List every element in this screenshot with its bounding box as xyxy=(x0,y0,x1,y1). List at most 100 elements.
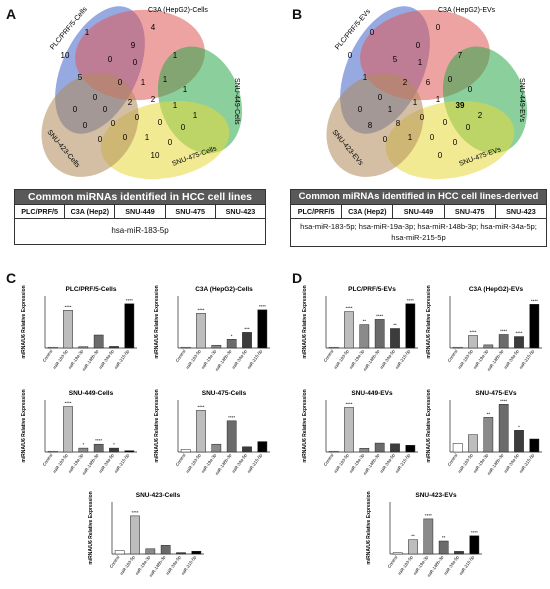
significance-label: **** xyxy=(515,331,522,336)
bar-chart: C3A (HepG2)-EVs miRNA/U6 Relative Express… xyxy=(426,285,542,372)
x-tick-label: miR-215-5p xyxy=(246,452,263,474)
venn-region-count: 0 xyxy=(443,118,448,127)
table-header-row: PLC/PRF/5 C3A (Hep2) SNU-449 SNU-475 SNU… xyxy=(15,204,265,219)
chart-bar xyxy=(452,443,463,453)
panel-letter-b: B xyxy=(292,6,303,22)
panel-letter-d: D xyxy=(292,270,303,286)
significance-label: ** xyxy=(442,535,446,540)
venn-region-count: 0 xyxy=(118,78,123,87)
x-tick-label: Control xyxy=(322,453,334,467)
bar-chart: SNU-423-Cells miRNA/U6 Relative Expressio… xyxy=(88,491,204,578)
chart-title: C3A (HepG2)-Cells xyxy=(195,286,253,293)
chart-bar xyxy=(211,344,222,349)
chart-bar xyxy=(124,303,135,349)
significance-label: * xyxy=(518,424,520,429)
significance-label: * xyxy=(113,442,115,447)
chart-bar xyxy=(93,443,104,453)
chart-bar xyxy=(514,336,524,349)
chart-bar xyxy=(114,550,125,555)
chart-bar xyxy=(514,430,524,453)
bar-chart: PLC/PRF/5-Cells miRNA/U6 Relative Express… xyxy=(21,285,137,372)
chart-bar xyxy=(468,335,478,349)
table-body-line: hsa-miR-215-5p xyxy=(391,233,446,242)
x-tick-label: Control xyxy=(386,555,398,569)
x-tick-label: miR-215-5p xyxy=(394,452,411,474)
bar-chart: SNU-449-EVs miRNA/U6 Relative Expression C… xyxy=(302,389,418,476)
chart-bar xyxy=(93,334,104,349)
venn-region-count: 0 xyxy=(158,118,163,127)
column-header: C3A (Hep2) xyxy=(342,205,394,218)
x-tick-label: miR-215-5p xyxy=(518,452,535,474)
chart-bar xyxy=(124,450,135,453)
y-axis-label: miRNA/U6 Relative Expression xyxy=(426,389,432,462)
chart-bar xyxy=(408,539,418,555)
chart-bar xyxy=(529,304,540,349)
x-tick-label: miR-215-5p xyxy=(113,348,130,370)
chart-bar xyxy=(242,332,252,349)
venn-region-count: 6 xyxy=(426,78,431,87)
venn-region-count: 1 xyxy=(408,133,413,142)
venn-region-count: 0 xyxy=(453,138,458,147)
venn-label-snu449: SNU-449-Cells xyxy=(233,78,240,125)
x-tick-label: Control xyxy=(174,453,186,467)
chart-bar xyxy=(405,303,416,349)
venn-region-count: 0 xyxy=(181,123,186,132)
bar-chart: PLC/PRF/5-EVs miRNA/U6 Relative Expressio… xyxy=(302,285,418,372)
y-axis-label: miRNA/U6 Relative Expression xyxy=(302,285,308,358)
venn-region-count: 0 xyxy=(370,28,375,37)
significance-label: * xyxy=(231,333,233,338)
column-header: SNU-449 xyxy=(115,205,166,218)
significance-label: **** xyxy=(500,328,507,333)
venn-region-count: 2 xyxy=(403,78,408,87)
venn-region-count: 0 xyxy=(73,105,78,114)
significance-label: **** xyxy=(228,415,235,420)
chart-title: PLC/PRF/5-EVs xyxy=(348,286,396,293)
venn-region-count: 1 xyxy=(418,58,423,67)
significance-label: **** xyxy=(425,513,432,518)
table-title: Common miRNAs identified in HCC cell lin… xyxy=(291,190,546,216)
column-header: SNU-423 xyxy=(225,207,256,216)
y-axis-label: miRNA/U6 Relative Expression xyxy=(21,285,27,358)
venn-region-count: 8 xyxy=(368,121,373,130)
chart-bar xyxy=(63,310,73,349)
chart-bar xyxy=(47,450,58,453)
venn-set-snu423 xyxy=(326,73,424,177)
chart-title: SNU-475-Cells xyxy=(202,390,247,397)
significance-label: **** xyxy=(469,330,476,335)
venn-region-count: 0 xyxy=(436,23,441,32)
venn-diagram-evs: PLC/PRF/5-EVs C3A (HepG2)-EVs SNU-449-EV… xyxy=(326,6,528,180)
chart-title: SNU-475-EVs xyxy=(475,390,517,397)
venn-region-count: 0 xyxy=(378,93,383,102)
venn-region-count: 0 xyxy=(133,58,138,67)
chart-bar xyxy=(196,410,206,453)
chart-bar xyxy=(438,540,449,555)
venn-region-count: 1 xyxy=(183,85,188,94)
chart-bar xyxy=(226,420,237,453)
venn-region-count: 0 xyxy=(98,135,103,144)
column-header: C3A (Hep2) xyxy=(65,205,116,218)
column-header: SNU-423 xyxy=(506,207,536,216)
x-tick-label: Control xyxy=(108,555,120,569)
column-header: PLC/PRF/5 xyxy=(15,205,66,218)
y-axis-label: miRNA/U6 Relative Expression xyxy=(154,389,160,462)
column-header: SNU-449 xyxy=(393,205,445,218)
table-body: hsa-miR-183-5p; hsa-miR-19a-3p; hsa-miR-… xyxy=(291,219,546,245)
venn-diagram-cells: PLC/PRF/5-Cells C3A (HepG2)-Cells SNU-44… xyxy=(41,6,243,180)
chart-bar xyxy=(109,346,119,349)
table-body: hsa-miR-183-5p xyxy=(111,226,169,235)
table-header-row: PLC/PRF/5 C3A (Hep2) SNU-449 SNU-475 SNU… xyxy=(291,204,546,219)
venn-region-count: 0 xyxy=(83,121,88,130)
chart-bar xyxy=(242,446,252,453)
x-tick-label: Control xyxy=(446,349,458,363)
table-title: Common miRNAs identified in HCC cell lin… xyxy=(15,190,265,204)
x-tick-label: Control xyxy=(41,349,53,363)
chart-bar xyxy=(392,552,403,555)
chart-bar xyxy=(257,441,268,453)
y-axis-label: miRNA/U6 Relative Expression xyxy=(426,285,432,358)
panel-letter-a: A xyxy=(6,6,17,22)
x-tick-label: miR-215-5p xyxy=(394,348,411,370)
venn-label-c3a: C3A (HepG2)-Cells xyxy=(148,7,208,14)
chart-bar xyxy=(109,447,119,453)
significance-label: **** xyxy=(471,530,478,535)
venn-region-count: 2 xyxy=(128,98,133,107)
